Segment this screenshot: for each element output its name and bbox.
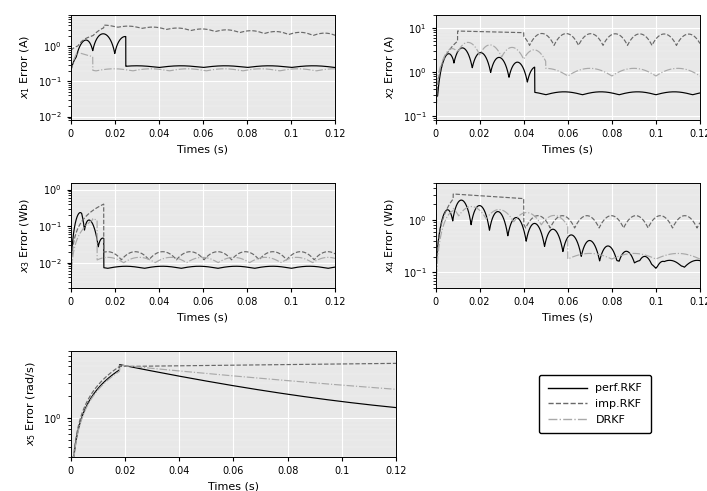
X-axis label: Times (s): Times (s) [542,144,593,155]
Y-axis label: $x_2$ Error (A): $x_2$ Error (A) [383,35,397,99]
X-axis label: Times (s): Times (s) [542,313,593,323]
X-axis label: Times (s): Times (s) [177,144,228,155]
Y-axis label: $x_1$ Error (A): $x_1$ Error (A) [18,35,33,99]
Y-axis label: $x_3$ Error (Wb): $x_3$ Error (Wb) [18,198,33,273]
Legend: perf.RKF, imp.RKF, DRKF: perf.RKF, imp.RKF, DRKF [539,375,651,434]
Y-axis label: $x_4$ Error (Wb): $x_4$ Error (Wb) [383,198,397,273]
Y-axis label: $x_5$ Error (rad/s): $x_5$ Error (rad/s) [24,362,37,446]
X-axis label: Times (s): Times (s) [208,481,259,491]
X-axis label: Times (s): Times (s) [177,313,228,323]
